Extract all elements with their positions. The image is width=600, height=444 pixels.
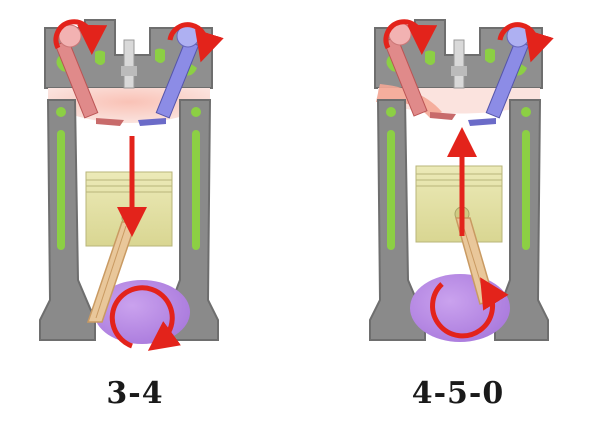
rotation-arrow-icon: [53, 19, 108, 55]
coolant-passage: [425, 50, 435, 65]
coolant-jacket: [192, 130, 200, 250]
coolant-jacket: [191, 107, 201, 117]
exhaust-valve: [383, 22, 456, 120]
cylinder-wall-left: [39, 99, 96, 341]
coolant-jacket: [57, 130, 65, 250]
rotation-arrow-icon: [430, 277, 509, 339]
cylinder-wall-left: [369, 99, 426, 341]
coolant-passage: [485, 48, 495, 63]
coolant-passage: [95, 50, 105, 65]
stage-label: 3-4: [106, 376, 164, 411]
coolant-jacket: [522, 130, 530, 250]
coolant-jacket: [386, 107, 396, 117]
rotation-arrow-icon: [383, 19, 438, 55]
rotation-arrow-icon: [167, 22, 224, 63]
spark-plug-icon: [121, 39, 137, 89]
engine-right: [369, 19, 554, 342]
coolant-jacket: [56, 107, 66, 117]
exhaust-valve: [54, 24, 124, 126]
intake-valve: [468, 24, 530, 126]
spark-plug-icon: [451, 39, 467, 89]
coolant-jacket: [387, 130, 395, 250]
coolant-jacket: [521, 107, 531, 117]
rotation-arrow-icon: [497, 22, 554, 63]
intake-valve: [138, 24, 200, 126]
rotation-arrow-icon: [109, 285, 181, 351]
engine-left: [39, 19, 224, 351]
crankshaft: [410, 274, 510, 342]
stage-label: 4-5-0: [411, 376, 505, 411]
coolant-passage: [155, 48, 165, 63]
